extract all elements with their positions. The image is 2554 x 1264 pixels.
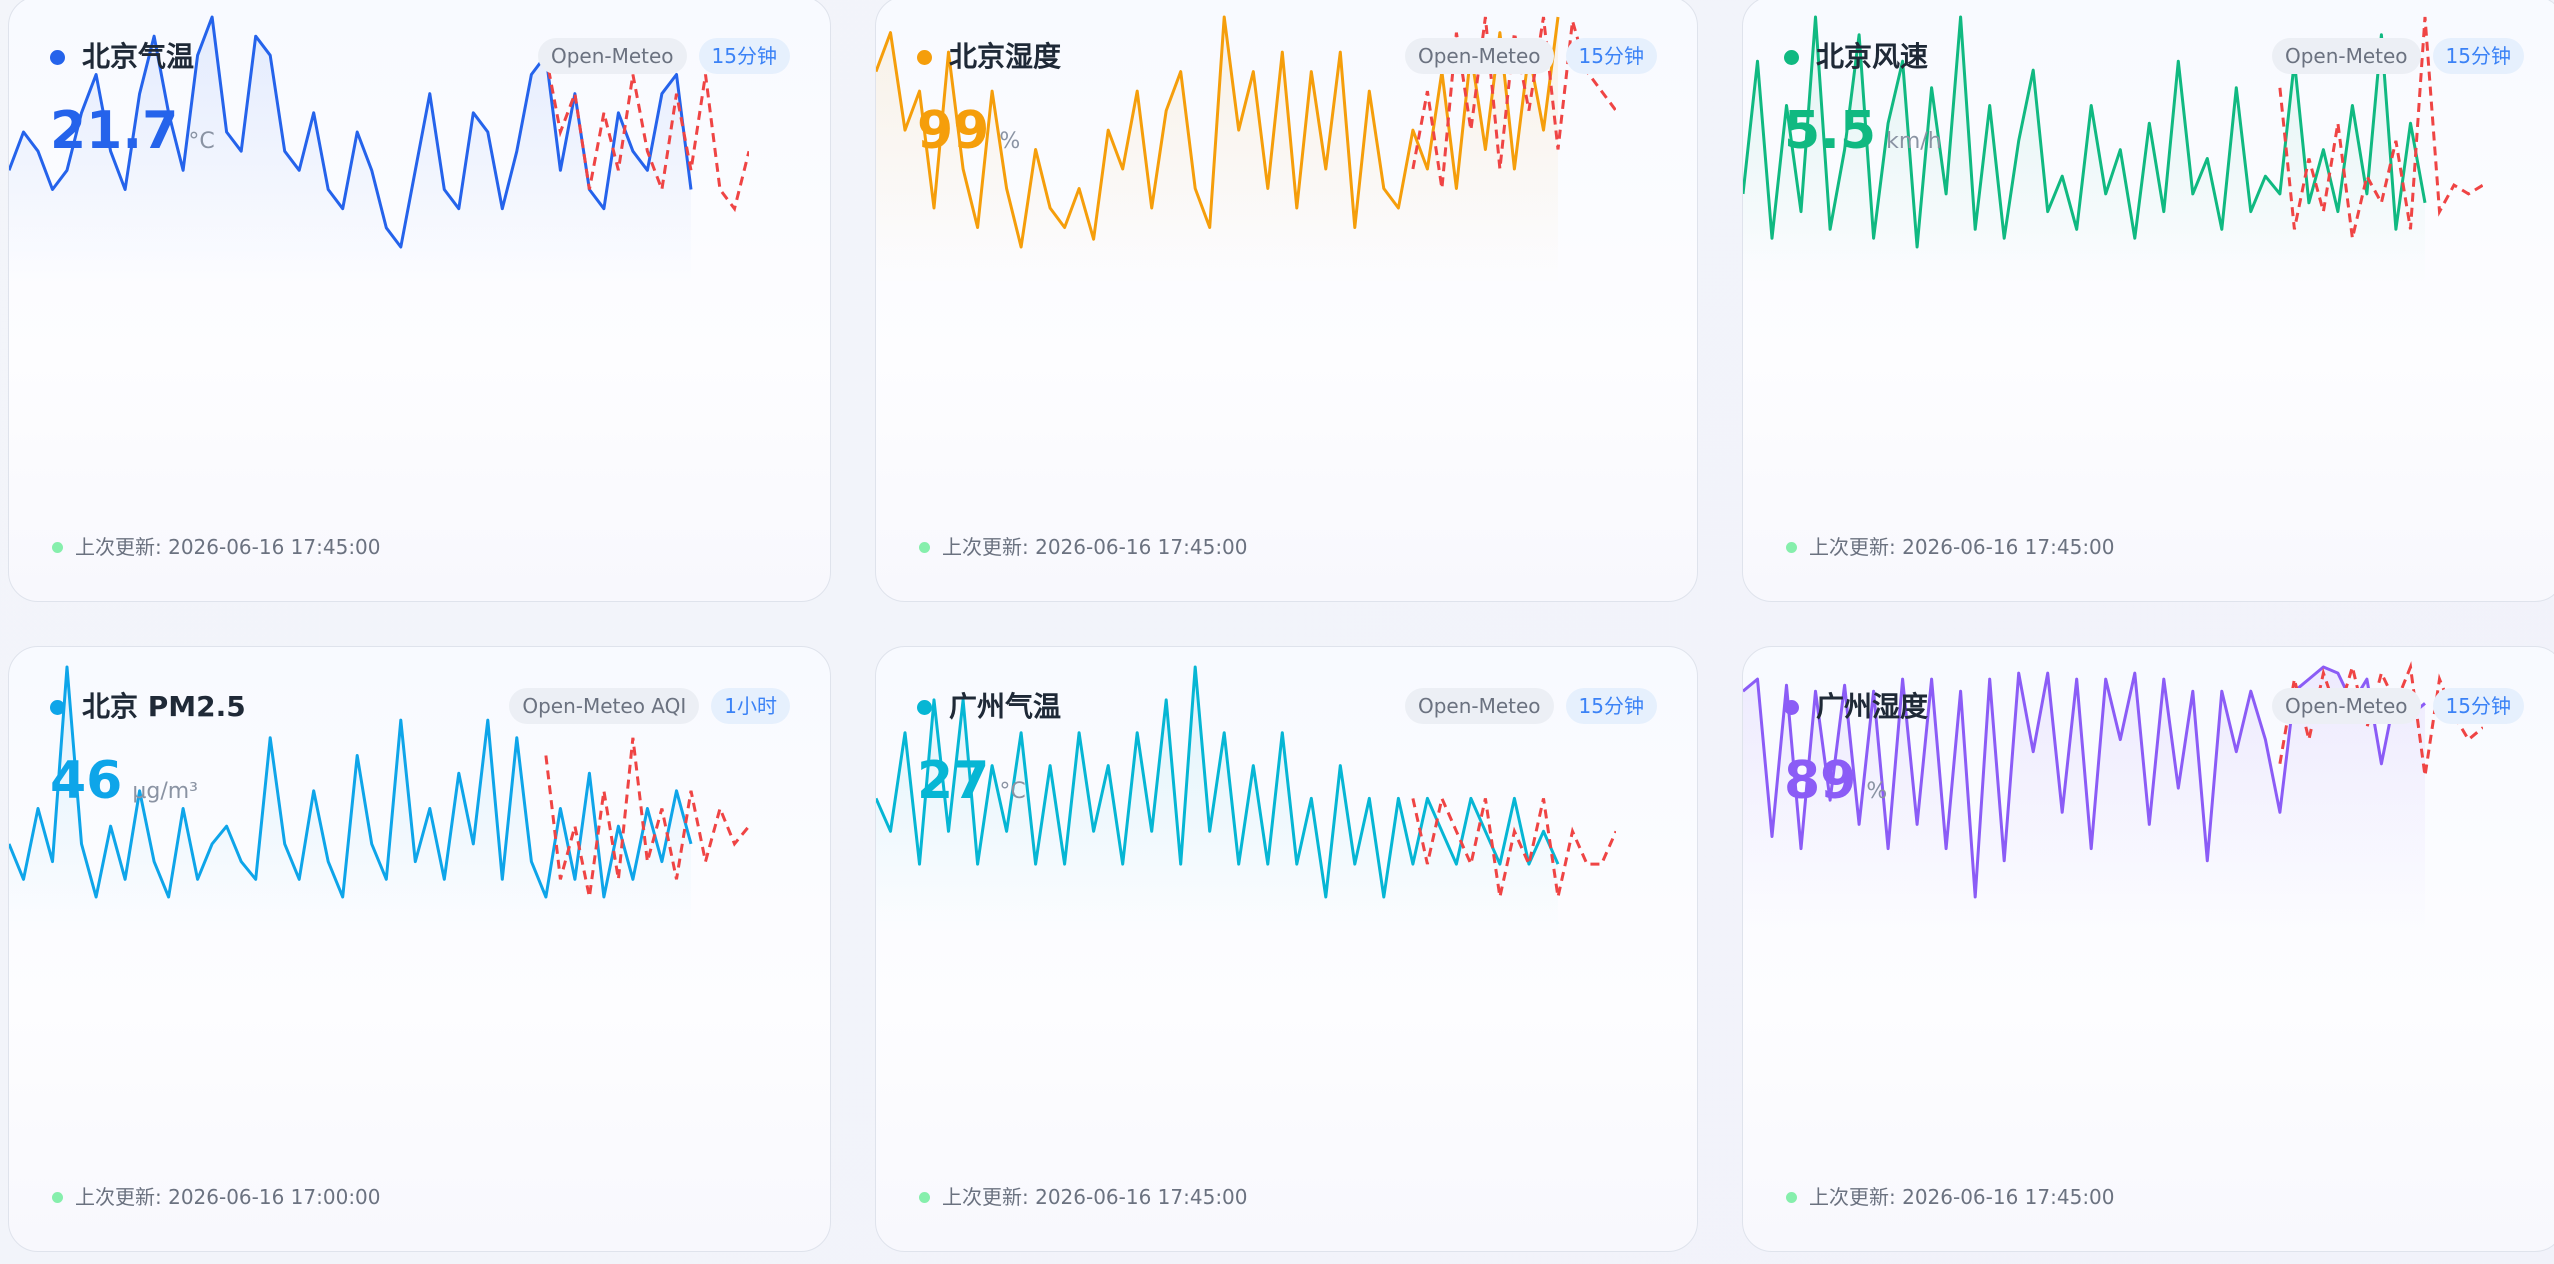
card-title: 北京 PM2.5: [82, 690, 246, 723]
source-badge: Open-Meteo: [1404, 38, 1554, 74]
value-unit: %: [1866, 779, 1888, 804]
history-area: [1743, 667, 2425, 937]
value-unit: °C: [999, 779, 1026, 804]
update-dot: [52, 1192, 63, 1203]
last-updated: 上次更新: 2026-06-16 17:45:00: [1809, 535, 2115, 559]
forecast-line: [2278, 16, 2484, 239]
status-dot: [917, 700, 932, 715]
badges: Open-Meteo 15分钟: [2271, 38, 2524, 74]
update-dot: [1786, 542, 1797, 553]
card: 北京气温 Open-Meteo 15分钟 21.7 °C 上次更新: 2026-06-16…: [7, 0, 831, 602]
card-title: 广州气温: [949, 690, 1062, 723]
card: 北京 PM2.5 Open-Meteo AQI 1小时 46 µg/m³ 上次更新: 20…: [7, 646, 831, 1252]
current-value: 27 °C: [917, 751, 1026, 811]
source-badge: Open-Meteo: [2271, 38, 2421, 74]
history-line: [7, 665, 693, 899]
card: 北京风速 Open-Meteo 15分钟 5.5 km/h 上次更新: 2026-06-1…: [1741, 0, 2554, 602]
status-dot: [1784, 50, 1799, 65]
last-updated: 上次更新: 2026-06-16 17:45:00: [1809, 1185, 2115, 1209]
update-dot: [919, 1192, 930, 1203]
card: 广州湿度 Open-Meteo 15分钟 89% 上次更新: 2026-06-16 17…: [1742, 646, 2554, 1252]
last-updated: 上次更新: 2026-06-16 17:45:00: [75, 535, 381, 559]
card-title: 北京湿度: [949, 40, 1062, 73]
history-line: [874, 15, 1560, 249]
last-updated: 上次更新: 2026-06-16 17:45:00: [942, 1185, 1248, 1209]
badges: Open-Meteo 15分钟: [537, 38, 790, 74]
history-line: [874, 665, 1560, 899]
update-dot: [919, 542, 930, 553]
last-updated: 上次更新: 2026-06-16 17:45:00: [942, 535, 1248, 559]
status-dot: [917, 50, 932, 65]
badges: Open-Meteo 15分钟: [1404, 688, 1657, 724]
sparkline: [874, 665, 1618, 937]
interval-badge: 15分钟: [1565, 688, 1657, 724]
source-badge: Open-Meteo: [1404, 688, 1554, 724]
sparkline: [1741, 15, 2484, 287]
interval-badge: 15分钟: [2432, 38, 2524, 74]
card-title: 北京气温: [82, 40, 195, 73]
value-unit: %: [999, 129, 1021, 154]
current-value: 5.5 km/h: [1784, 101, 1942, 161]
status-dot: [1784, 700, 1799, 715]
update-dot: [1786, 1192, 1797, 1203]
value-unit: km/h: [1886, 129, 1942, 154]
history-area: [9, 17, 691, 287]
source-badge: Open-Meteo AQI: [509, 688, 700, 724]
sparkline: [7, 15, 751, 287]
value-number: 99: [917, 101, 990, 161]
interval-badge: 15分钟: [1565, 38, 1657, 74]
interval-badge: 15分钟: [2432, 688, 2524, 724]
forecast-line: [1411, 793, 1618, 898]
card-title: 广州湿度: [1816, 690, 1929, 723]
value-number: 46: [50, 751, 123, 811]
source-badge: Open-Meteo: [2271, 688, 2421, 724]
value-unit: °C: [188, 129, 215, 154]
history-area: [9, 667, 691, 937]
history-line: [1741, 15, 2427, 249]
sparkline: [7, 665, 751, 937]
value-number: 21.7: [50, 101, 179, 161]
history-area: [876, 17, 1558, 287]
last-updated: 上次更新: 2026-06-16 17:00:00: [75, 1185, 381, 1209]
value-unit: µg/m³: [132, 779, 198, 804]
history-area: [876, 667, 1558, 937]
interval-badge: 15分钟: [698, 38, 790, 74]
badges: Open-Meteo 15分钟: [2271, 688, 2524, 724]
value-number: 27: [917, 751, 990, 811]
interval-badge: 1小时: [711, 688, 790, 724]
source-badge: Open-Meteo: [537, 38, 687, 74]
update-dot: [52, 542, 63, 553]
history-line: [1742, 665, 2426, 899]
status-dot: [50, 700, 65, 715]
value-number: 5.5: [1784, 101, 1877, 161]
badges: Open-Meteo AQI 1小时: [509, 688, 790, 724]
current-value: 89%: [1784, 751, 1887, 811]
value-number: 89: [1784, 751, 1857, 811]
forecast-line: [544, 55, 751, 213]
current-value: 99%: [917, 101, 1020, 161]
forecast-line: [544, 737, 751, 898]
card-title: 北京风速: [1816, 40, 1929, 73]
current-value: 21.7 °C: [50, 101, 215, 161]
current-value: 46 µg/m³: [50, 751, 198, 811]
card: 北京湿度 Open-Meteo 15分钟 99% 上次更新: 2026-06-16 17…: [874, 0, 1698, 602]
badges: Open-Meteo 15分钟: [1404, 38, 1657, 74]
status-dot: [50, 50, 65, 65]
card: 广州气温 Open-Meteo 15分钟 27 °C 上次更新: 2026-06-16 1…: [874, 646, 1698, 1252]
